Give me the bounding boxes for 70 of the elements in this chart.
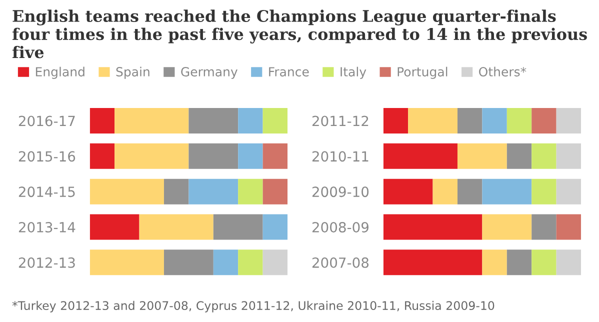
bar — [164, 178, 189, 204]
bar — [506, 250, 532, 276]
bar — [114, 143, 189, 169]
legend-label: Portugal — [398, 66, 448, 79]
bar — [383, 214, 482, 240]
legend-label: Others* — [479, 66, 526, 76]
chart-title: English teams reached the Champions League quarter-finals four times in the past five years, compared to 14 in the previous five — [12, 10, 587, 58]
bar — [532, 214, 556, 240]
bar — [90, 250, 164, 276]
bar — [506, 108, 532, 134]
y-tick-label: 2014-15 — [18, 186, 75, 198]
bar — [262, 143, 288, 169]
bar — [90, 214, 140, 240]
bar — [90, 143, 115, 169]
bar — [432, 178, 458, 204]
y-tick-label: 2007-08 — [312, 257, 369, 268]
bar — [213, 250, 238, 276]
bar — [238, 250, 263, 276]
bar — [408, 108, 458, 134]
bar — [114, 108, 189, 134]
bar — [383, 250, 482, 276]
legend-label: Germany — [181, 67, 238, 79]
legend-label: Spain — [116, 66, 150, 79]
legend-label: Italy — [340, 66, 366, 79]
y-tick-label: 2008-09 — [312, 222, 368, 232]
bar — [90, 108, 115, 134]
bar — [556, 178, 582, 204]
bar — [238, 178, 263, 204]
y-tick-label: 2015-16 — [18, 151, 76, 162]
bar — [164, 250, 214, 276]
bar — [457, 143, 507, 169]
text: *Turkey 2012-13 and 2007-08, Cyprus 2011-12, Ukraine 2010-11, Russia 2009-10 — [12, 300, 494, 312]
y-tick-label: 2013-14 — [18, 222, 76, 232]
bar — [238, 108, 263, 134]
bar — [556, 143, 582, 169]
legend-label: England — [36, 66, 84, 79]
bar — [383, 108, 408, 134]
bar — [262, 108, 288, 134]
bar — [556, 108, 582, 134]
y-tick-label: 2012-13 — [18, 257, 75, 268]
bar — [383, 143, 458, 169]
y-tick-label: 2011-12 — [312, 116, 368, 126]
bar — [262, 178, 288, 204]
bar — [482, 250, 507, 276]
bar — [262, 250, 288, 276]
bar — [482, 108, 507, 134]
bar — [213, 214, 263, 240]
bar — [482, 178, 532, 204]
bar — [556, 214, 582, 240]
bar — [457, 108, 482, 134]
bar — [188, 178, 238, 204]
bar — [139, 214, 214, 240]
bar — [532, 143, 556, 169]
bar — [238, 143, 263, 169]
y-tick-label: 2010-11 — [312, 151, 368, 162]
legend-label: France — [269, 67, 309, 76]
bar — [90, 178, 164, 204]
bar — [532, 250, 556, 276]
bar — [506, 143, 532, 169]
bar — [188, 143, 238, 169]
bar — [532, 178, 556, 204]
bar — [482, 214, 532, 240]
bar — [383, 178, 433, 204]
bar — [532, 108, 556, 134]
y-tick-label: 2016-17 — [18, 116, 75, 126]
bar — [188, 108, 238, 134]
bar — [262, 214, 288, 240]
bar — [556, 250, 582, 276]
y-tick-label: 2009-10 — [312, 186, 369, 198]
bar — [457, 178, 482, 204]
